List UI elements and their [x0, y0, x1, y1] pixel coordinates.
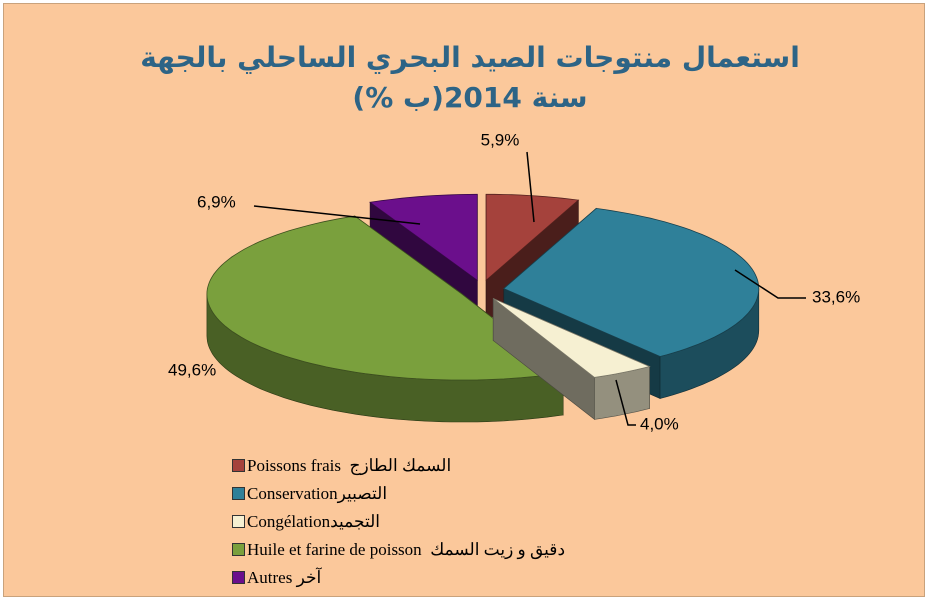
- legend-label: Autres آخر: [247, 568, 322, 587]
- slice-top: [503, 207, 760, 357]
- legend-item: Congélationالتجميد: [232, 508, 565, 536]
- chart-title: استعمال منتوجات الصيد البحري الساحلي بال…: [140, 41, 800, 114]
- data-label: 33,6%: [812, 287, 860, 306]
- slice-top: [206, 215, 565, 381]
- legend-item: Conservationالتصبير: [232, 480, 565, 508]
- legend-swatch: [232, 459, 245, 472]
- leader-line: [615, 379, 636, 426]
- legend-item: Huile et farine de poisson دقيق و زيت ال…: [232, 536, 565, 564]
- data-label: 5,9%: [481, 130, 520, 149]
- leader-line: [526, 151, 535, 223]
- data-label: 49,6%: [168, 360, 216, 379]
- legend-swatch: [232, 571, 245, 584]
- legend-label: Congélationالتجميد: [247, 512, 380, 531]
- data-label: 4,0%: [640, 414, 679, 433]
- slice-top: [485, 193, 580, 282]
- legend-item: Poissons frais السمك الطازج: [232, 452, 565, 480]
- legend: Poissons frais السمك الطازج Conservationا…: [232, 452, 565, 592]
- slice-top: [492, 298, 651, 378]
- data-label: 6,9%: [197, 192, 236, 211]
- legend-swatch: [232, 487, 245, 500]
- legend-item: Autres آخر: [232, 564, 565, 592]
- slice: [206, 215, 565, 423]
- legend-swatch: [232, 515, 245, 528]
- slice-top: [369, 193, 478, 282]
- legend-label: Poissons frais السمك الطازج: [247, 456, 452, 475]
- legend-swatch: [232, 543, 245, 556]
- slice: [492, 297, 651, 421]
- leader-line: [253, 205, 421, 225]
- leader-line: [734, 269, 806, 299]
- legend-label: Conservationالتصبير: [247, 484, 388, 503]
- legend-label: Huile et farine de poisson دقيق و زيت ال…: [247, 540, 566, 559]
